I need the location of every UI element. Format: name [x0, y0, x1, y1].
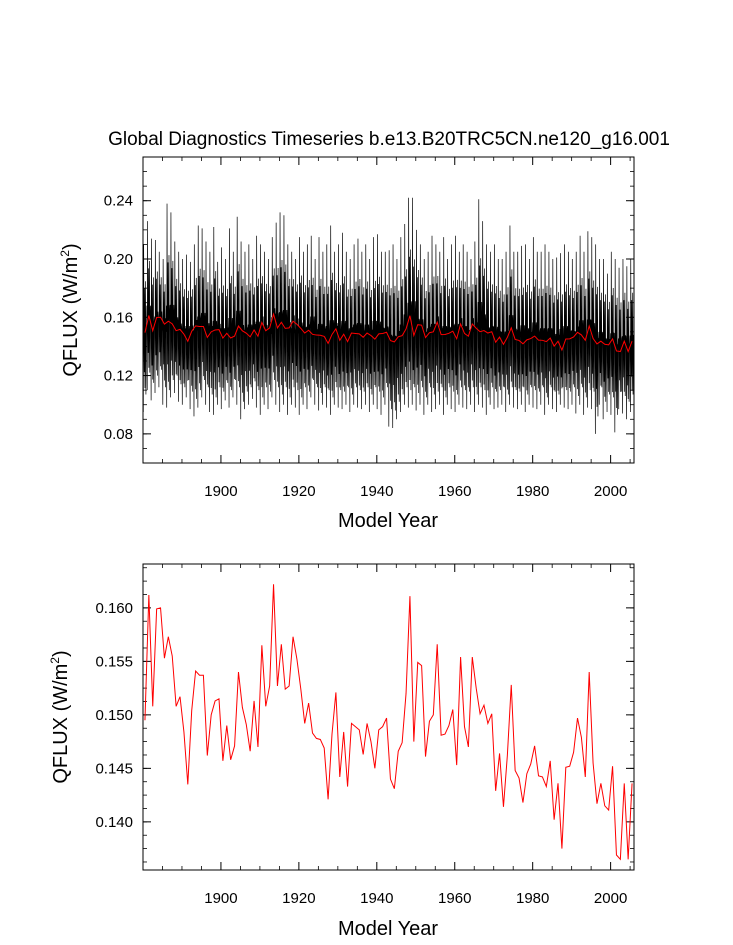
x-tick-label: 1900: [204, 483, 237, 500]
top-annual-mean-series: [144, 312, 633, 353]
top-x-axis-ticks: 1900 1920 1940 1960 1980 2000: [204, 157, 627, 500]
y-tick-label: 0.20: [104, 251, 133, 268]
x-tick-label: 2000: [594, 890, 627, 907]
y-tick-label: 0.12: [104, 368, 133, 385]
bottom-plot-frame: [142, 563, 635, 871]
top-x-minor-ticks: [162, 157, 631, 463]
top-x-axis-label: Model Year: [338, 510, 438, 532]
y-tick-label: 0.150: [95, 707, 133, 724]
top-y-axis-ticks: 0.08 0.12 0.16 0.20 0.24: [104, 193, 634, 443]
y-tick-label: 0.24: [104, 193, 133, 210]
x-tick-label: 1980: [516, 890, 549, 907]
y-tick-label: 0.16: [104, 309, 133, 326]
x-tick-label: 1920: [282, 483, 315, 500]
top-panel: 0.08 0.12 0.16 0.20 0.24 1900 1920 1940 1960 198…: [58, 156, 635, 532]
chart-title: Global Diagnostics Timeseries b.e13.B20T…: [108, 129, 670, 150]
y-tick-label: 0.145: [95, 760, 133, 777]
bottom-y-axis-label-main: QFLUX (W/m: [50, 664, 72, 784]
x-tick-label: 1940: [360, 483, 393, 500]
y-tick-label: 0.140: [95, 814, 133, 831]
bottom-annual-mean-series: [144, 584, 633, 861]
bottom-y-axis-label: QFLUX (W/m2): [48, 650, 72, 783]
x-tick-label: 1960: [438, 483, 471, 500]
bottom-y-axis-ticks: 0.140 0.145 0.150 0.155 0.160: [95, 600, 634, 831]
bottom-x-axis-ticks: 1900 1920 1940 1960 1980 2000: [204, 564, 627, 907]
bottom-y-axis-label-close: ): [50, 650, 72, 657]
y-tick-label: 0.08: [104, 426, 133, 443]
x-tick-label: 1900: [204, 890, 237, 907]
top-y-axis-label-close: ): [60, 243, 82, 250]
monthly-series-line: [142, 197, 634, 434]
x-tick-label: 1980: [516, 483, 549, 500]
bottom-x-minor-ticks: [162, 564, 631, 870]
annual-mean-line: [144, 584, 633, 861]
x-tick-label: 1920: [282, 890, 315, 907]
top-y-axis-label-sup: 2: [58, 250, 72, 257]
x-tick-label: 2000: [594, 483, 627, 500]
x-tick-label: 1960: [438, 890, 471, 907]
bottom-x-axis-label: Model Year: [338, 918, 438, 940]
x-tick-label: 1940: [360, 890, 393, 907]
annual-mean-line: [144, 312, 633, 353]
top-y-axis-label-main: QFLUX (W/m: [60, 257, 82, 377]
top-plot-frame: [142, 156, 635, 464]
top-monthly-series: [142, 197, 634, 434]
y-tick-label: 0.160: [95, 600, 133, 617]
bottom-y-axis-label-sup: 2: [48, 657, 62, 664]
y-tick-label: 0.155: [95, 653, 133, 670]
top-y-axis-label: QFLUX (W/m2): [58, 243, 82, 376]
